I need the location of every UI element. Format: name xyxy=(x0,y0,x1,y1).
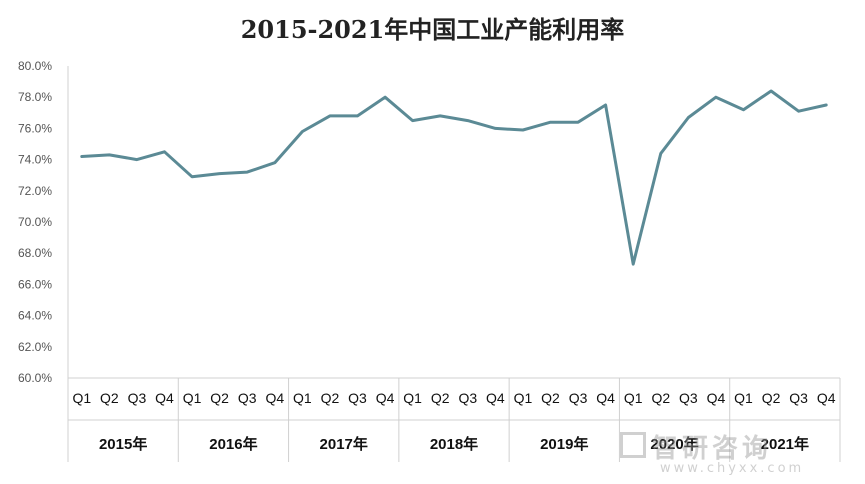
x-group-label: 2019年 xyxy=(540,435,588,453)
x-tick-label: Q4 xyxy=(817,390,836,406)
y-tick-label: 72.0% xyxy=(18,184,52,198)
x-tick-label: Q3 xyxy=(348,390,367,406)
y-tick-label: 68.0% xyxy=(18,246,52,260)
y-tick-label: 60.0% xyxy=(18,371,52,385)
x-axis-quarter-ticks: Q1 Q2 Q3 Q4 Q1 Q2 Q3 Q4 Q1 Q2 Q3 Q4 Q1 Q2 Q3 Q4 Q1 Q2 Q3 Q4… xyxy=(72,390,835,406)
x-tick-label: Q1 xyxy=(403,390,422,406)
x-tick-label: Q3 xyxy=(128,390,147,406)
x-tick-label: Q4 xyxy=(265,390,284,406)
series-layer xyxy=(80,89,828,266)
x-tick-label: Q4 xyxy=(486,390,505,406)
series-line xyxy=(80,89,828,266)
x-tick-label: Q3 xyxy=(569,390,588,406)
x-group-label: 2021年 xyxy=(761,435,809,453)
x-group-label: 2017年 xyxy=(320,435,368,453)
x-tick-label: Q1 xyxy=(293,390,312,406)
watermark-url: www.chyxx.com xyxy=(660,461,805,476)
x-tick-label: Q2 xyxy=(321,390,340,406)
x-tick-label: Q4 xyxy=(707,390,726,406)
x-tick-label: Q3 xyxy=(458,390,477,406)
y-tick-label: 62.0% xyxy=(18,340,52,354)
x-tick-label: Q4 xyxy=(376,390,395,406)
watermark: 智研咨询 www.chyxx.com xyxy=(620,428,804,476)
x-tick-label: Q1 xyxy=(514,390,533,406)
y-tick-label: 64.0% xyxy=(18,309,52,323)
y-tick-label: 78.0% xyxy=(18,90,52,104)
x-tick-label: Q1 xyxy=(72,390,91,406)
y-tick-label: 74.0% xyxy=(18,153,52,167)
x-tick-label: Q2 xyxy=(210,390,229,406)
y-tick-label: 66.0% xyxy=(18,277,52,291)
watermark-logo-icon xyxy=(620,432,646,458)
x-tick-label: Q1 xyxy=(734,390,753,406)
x-tick-label: Q2 xyxy=(762,390,781,406)
x-tick-label: Q2 xyxy=(541,390,560,406)
chart-title: 2015-2021年中国工业产能利用率 xyxy=(240,15,625,44)
x-group-label: 2018年 xyxy=(430,435,478,453)
watermark-text: 智研咨询 xyxy=(652,434,773,464)
x-tick-label: Q2 xyxy=(100,390,119,406)
x-tick-label: Q1 xyxy=(183,390,202,406)
x-group-label: 2015年 xyxy=(99,435,147,453)
x-tick-label: Q4 xyxy=(596,390,615,406)
x-tick-label: Q4 xyxy=(155,390,174,406)
x-tick-label: Q3 xyxy=(789,390,808,406)
x-tick-label: Q1 xyxy=(624,390,643,406)
x-tick-label: Q2 xyxy=(431,390,450,406)
x-group-label: 2020年 xyxy=(650,435,698,453)
y-tick-label: 70.0% xyxy=(18,215,52,229)
x-tick-label: Q2 xyxy=(651,390,670,406)
y-tick-label: 76.0% xyxy=(18,121,52,135)
y-axis-ticks: 60.0% 62.0% 64.0% 66.0% 68.0% 70.0% 72.0% 74.0%… xyxy=(18,59,52,385)
x-tick-label: Q3 xyxy=(238,390,257,406)
x-tick-label: Q3 xyxy=(679,390,698,406)
x-axis-year-ticks: 2015年 2016年 2017年 2018年 2019年 2020年 2021年 xyxy=(99,435,809,453)
axes xyxy=(67,66,841,462)
x-group-label: 2016年 xyxy=(209,435,257,453)
y-tick-label: 80.0% xyxy=(18,59,52,73)
